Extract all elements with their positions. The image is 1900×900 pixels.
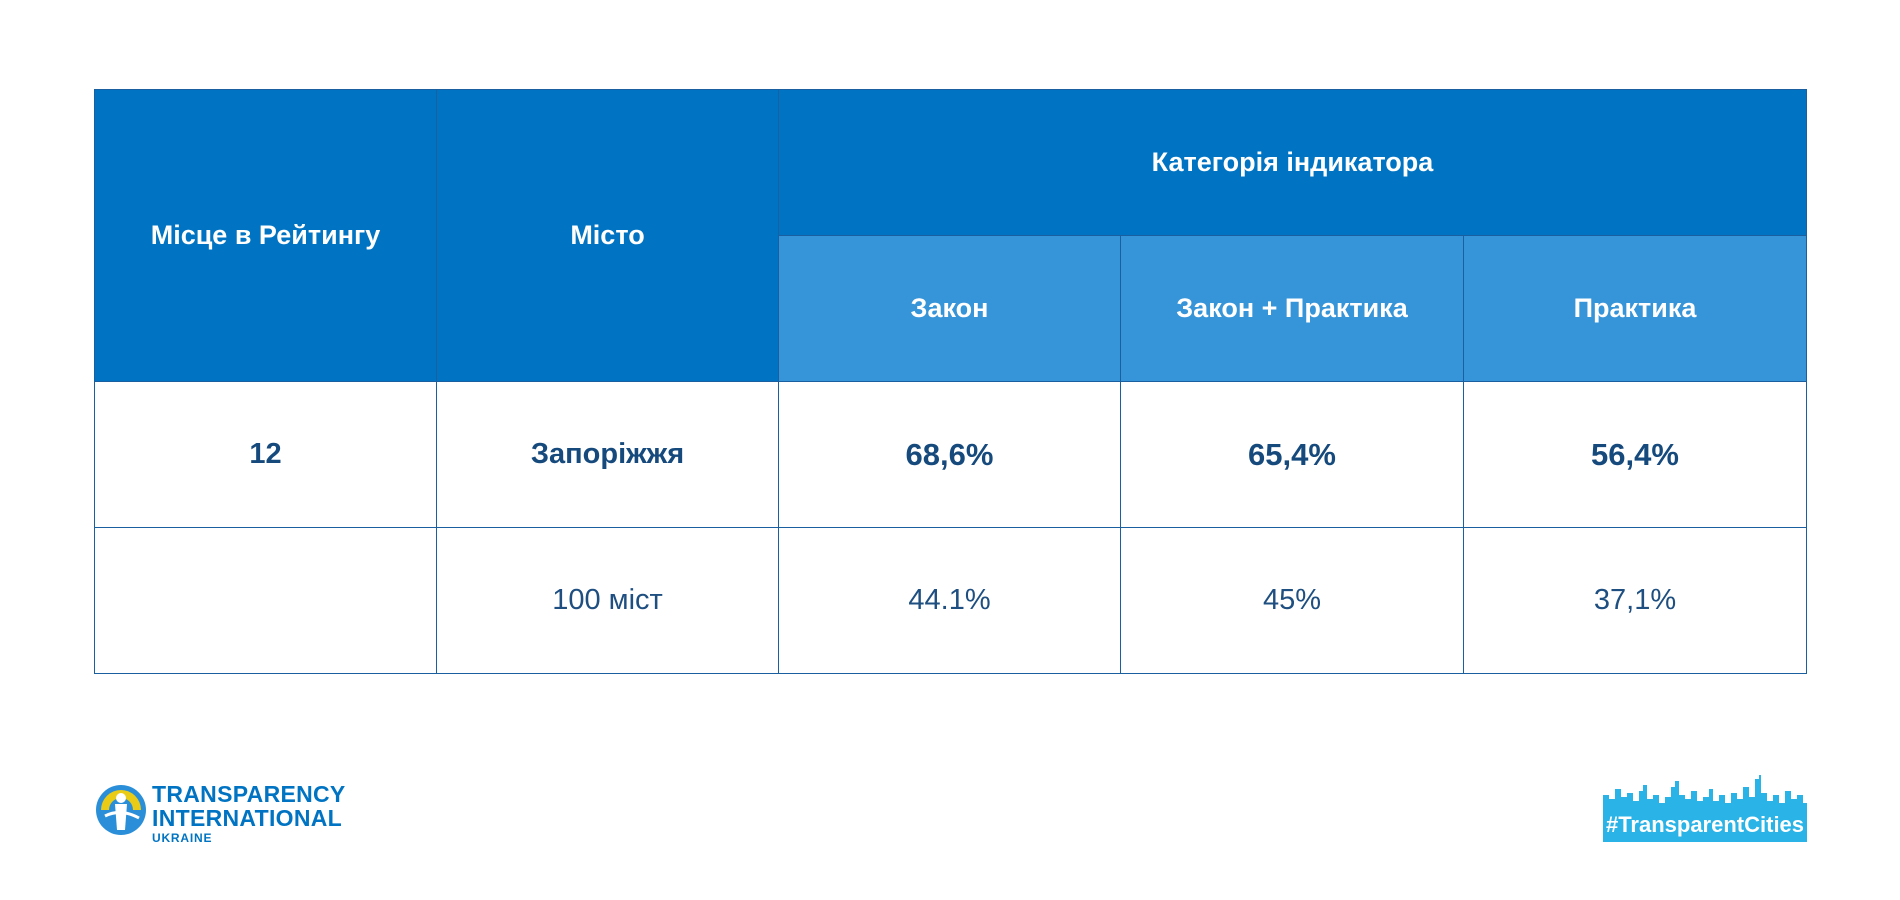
cell-city: 100 міст [436, 527, 779, 674]
cell-practice: 56,4% [1463, 381, 1807, 528]
header-practice: Практика [1463, 235, 1807, 382]
header-category: Категорія індикатора [778, 89, 1807, 236]
ti-logo-line2: INTERNATIONAL [152, 805, 343, 831]
cell-law-practice: 45% [1120, 527, 1464, 674]
tc-badge-label: #TransparentCities [1603, 808, 1807, 842]
ti-logo-text: TRANSPARENCY INTERNATIONAL UKRAINE [152, 781, 346, 845]
header-law: Закон [778, 235, 1121, 382]
table-row: 12 Запоріжжя 68,6% 65,4% 56,4% [94, 381, 1807, 528]
header-rank: Місце в Рейтингу [94, 89, 437, 382]
cell-rank [94, 527, 437, 674]
header-row-sub: Закон Закон + Практика Практика [95, 235, 1807, 382]
cell-law-practice: 65,4% [1120, 381, 1464, 528]
cell-city: Запоріжжя [436, 381, 779, 528]
ti-logo-line1: TRANSPARENCY [152, 781, 346, 807]
cell-rank: 12 [94, 381, 437, 528]
ranking-table: Місце в Рейтингу Місто Категорія індикат… [94, 89, 1807, 674]
header-law-practice: Закон + Практика [1120, 235, 1464, 382]
table-row: 100 міст 44.1% 45% 37,1% [94, 527, 1807, 674]
cell-law: 44.1% [778, 527, 1121, 674]
ti-logo-icon [96, 785, 146, 835]
cell-practice: 37,1% [1463, 527, 1807, 674]
header-city: Місто [436, 89, 779, 382]
ti-logo-line3: UKRAINE [152, 831, 213, 845]
header-row-top: Місце в Рейтингу Місто Категорія індикат… [94, 89, 1807, 382]
skyline-icon [1603, 775, 1807, 809]
cell-law: 68,6% [778, 381, 1121, 528]
